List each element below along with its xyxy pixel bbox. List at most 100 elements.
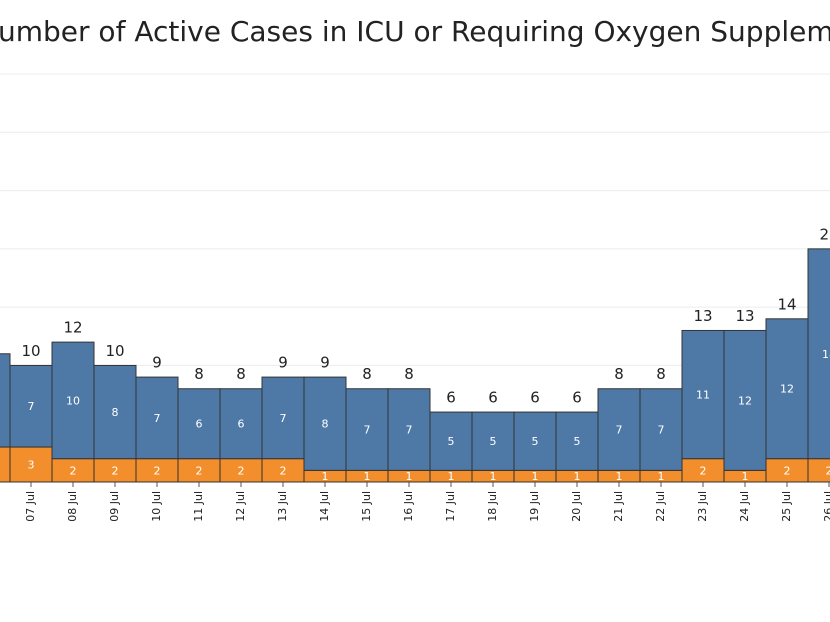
segment-label: 12 [738, 394, 752, 407]
total-label: 14 [777, 295, 796, 313]
bar-segment [723, 329, 767, 471]
x-tick-label: 18 Jul [486, 491, 499, 522]
chart-title: umber of Active Cases in ICU or Requirin… [0, 15, 830, 48]
segment-label: 1 [616, 470, 623, 483]
total-label: 8 [656, 365, 666, 383]
segment-label: 1 [532, 470, 539, 483]
segment-label: 5 [448, 435, 455, 448]
x-tick-label: 14 Jul [318, 491, 331, 522]
bar-segment [597, 388, 641, 471]
segment-label: 7 [280, 412, 287, 425]
bar-segment [261, 376, 305, 460]
segment-label: 2 [196, 464, 203, 477]
bar-segment [0, 353, 11, 448]
x-tick-label: 24 Jul [738, 491, 751, 522]
x-tick-label: 19 Jul [528, 491, 541, 522]
segment-label: 2 [70, 464, 77, 477]
x-tick-label: 21 Jul [612, 491, 625, 522]
x-tick-label: 07 Jul [24, 491, 37, 522]
x-tick-label: 09 Jul [108, 491, 121, 522]
segment-label: 1 [658, 470, 665, 483]
total-label: 20 [819, 225, 830, 243]
bar-segment [387, 388, 431, 471]
total-label: 6 [530, 389, 540, 407]
segment-label: 11 [696, 389, 710, 402]
x-tick-label: 10 Jul [150, 491, 163, 522]
segment-label: 2 [700, 464, 707, 477]
total-label: 6 [446, 389, 456, 407]
x-tick-label: 25 Jul [780, 491, 793, 522]
segment-label: 12 [780, 383, 794, 396]
total-label: 12 [63, 319, 82, 337]
bar-segment [9, 364, 53, 448]
total-label: 13 [693, 307, 712, 325]
segment-label: 2 [154, 464, 161, 477]
total-label: 9 [152, 354, 162, 372]
total-label: 8 [194, 365, 204, 383]
total-label: 10 [105, 342, 124, 360]
x-tick-label: 13 Jul [276, 491, 289, 522]
segment-label: 1 [448, 470, 455, 483]
segment-label: 7 [364, 424, 371, 437]
segment-label: 8 [112, 406, 119, 419]
total-label: 9 [278, 354, 288, 372]
segment-label: 1 [364, 470, 371, 483]
x-tick-label: 23 Jul [696, 491, 709, 522]
segment-label: 5 [490, 435, 497, 448]
segment-label: 7 [406, 424, 413, 437]
x-tick-label: 08 Jul [66, 491, 79, 522]
segment-label: 8 [322, 418, 329, 431]
total-label: 13 [735, 307, 754, 325]
bar-segment [471, 411, 515, 471]
total-label: 10 [21, 342, 40, 360]
bar-segment [303, 376, 347, 471]
bar-segment [177, 388, 221, 460]
segment-label: 1 [490, 470, 497, 483]
segment-label: 3 [28, 459, 35, 472]
bar-segment [807, 248, 830, 460]
x-tick-label: 12 Jul [234, 491, 247, 522]
segment-label: 7 [658, 424, 665, 437]
bar-segment [639, 388, 683, 471]
total-label: 8 [362, 365, 372, 383]
total-label: 9 [320, 354, 330, 372]
total-label: 8 [614, 365, 624, 383]
bar-segment [681, 329, 725, 460]
segment-label: 5 [574, 435, 581, 448]
x-tick-label: 15 Jul [360, 491, 373, 522]
segment-label: 7 [28, 400, 35, 413]
x-tick-label: 17 Jul [444, 491, 457, 522]
segment-label: 6 [196, 418, 203, 431]
segment-label: 10 [66, 394, 80, 407]
x-tick-label: 16 Jul [402, 491, 415, 522]
bar-segment [9, 446, 53, 483]
segment-label: 18 [822, 348, 830, 361]
segment-label: 5 [532, 435, 539, 448]
bar-segment [555, 411, 599, 471]
x-tick-label: 22 Jul [654, 491, 667, 522]
bar-segment [765, 318, 809, 460]
x-tick-label: 26 Jul [822, 491, 830, 522]
segment-label: 2 [784, 464, 791, 477]
x-tick-label: 11 Jul [192, 491, 205, 522]
segment-label: 7 [616, 424, 623, 437]
segment-label: 1 [574, 470, 581, 483]
bar-segment [0, 446, 11, 483]
segment-label: 2 [826, 464, 830, 477]
bar-segment [513, 411, 557, 471]
segment-label: 2 [112, 464, 119, 477]
bar-segment [429, 411, 473, 471]
x-tick-label: 20 Jul [570, 491, 583, 522]
bar-segment [51, 341, 95, 460]
total-label: 8 [236, 365, 246, 383]
total-label: 6 [572, 389, 582, 407]
segment-label: 2 [238, 464, 245, 477]
total-label: 6 [488, 389, 498, 407]
segment-label: 7 [154, 412, 161, 425]
total-label: 8 [404, 365, 414, 383]
segment-label: 6 [238, 418, 245, 431]
bar-segment [345, 388, 389, 471]
segment-label: 2 [280, 464, 287, 477]
segment-label: 1 [742, 470, 749, 483]
